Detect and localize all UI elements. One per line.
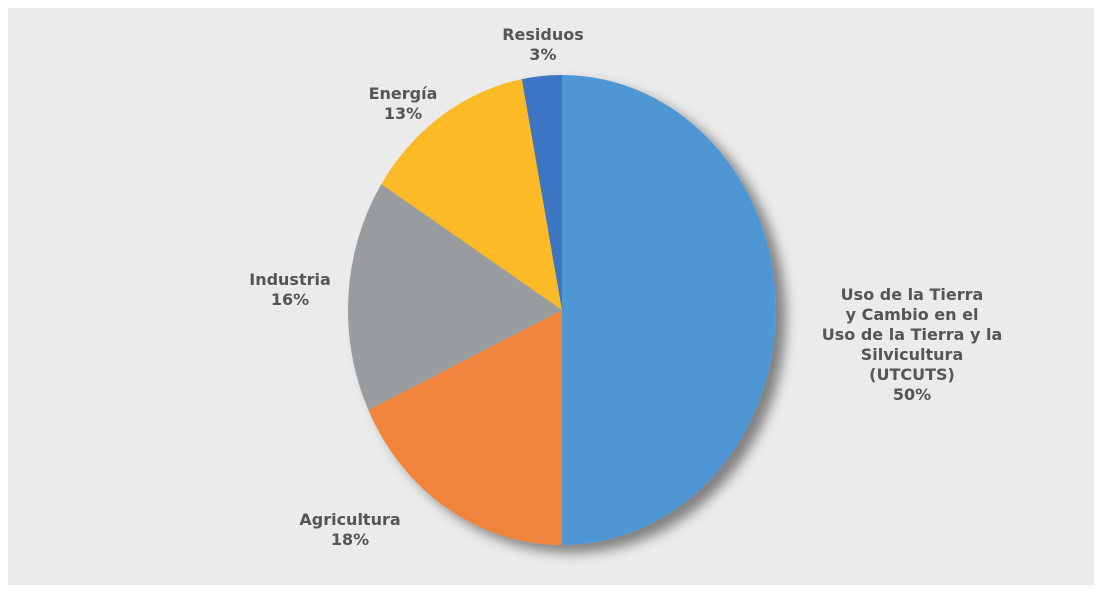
chart xyxy=(348,75,776,545)
value-label: 18% xyxy=(330,530,370,549)
category-label: Residuos xyxy=(502,25,584,44)
slice-label: Uso de la Tierra y Cambio en el Uso de l… xyxy=(822,285,1002,405)
category-label: Industria xyxy=(249,270,331,289)
pie-slice xyxy=(521,75,562,310)
slice-label: Agricultura 18% xyxy=(299,510,400,550)
pie-slice xyxy=(348,184,562,411)
slice-label: Energía 13% xyxy=(369,84,438,124)
pie-slice xyxy=(368,310,562,545)
category-label: Agricultura xyxy=(299,510,401,529)
pie-slice xyxy=(381,79,562,310)
value-label: 16% xyxy=(270,290,310,309)
category-label: Uso de la Tierra y Cambio en el Uso de l… xyxy=(821,285,1003,384)
slice-label: Industria 16% xyxy=(249,270,331,310)
pie-slice xyxy=(562,75,776,545)
category-label: Energía xyxy=(368,84,438,103)
slice-label: Residuos 3% xyxy=(502,25,584,65)
pie xyxy=(348,75,776,545)
chart-area: Uso de la Tierra y Cambio en el Uso de l… xyxy=(8,8,1094,585)
value-label: 13% xyxy=(383,104,423,123)
value-label: 3% xyxy=(529,45,557,64)
value-label: 50% xyxy=(892,385,932,404)
